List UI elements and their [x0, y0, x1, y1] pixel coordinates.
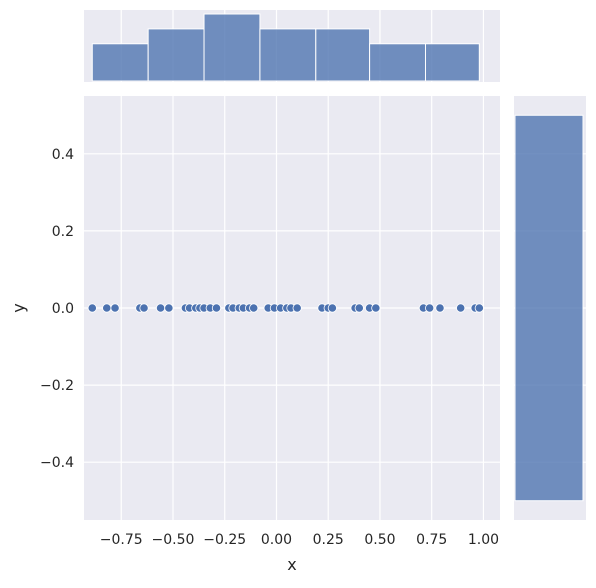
top-histogram-bar [147, 28, 205, 82]
top-marginal-panel [84, 10, 500, 82]
y-tick-label: −0.4 [40, 455, 74, 471]
y-tick-label: 0.2 [52, 224, 74, 240]
scatter-point [425, 303, 435, 313]
top-histogram-bar [424, 43, 480, 82]
right-marginal-bars [514, 114, 584, 502]
y-tick-label: −0.2 [40, 378, 74, 394]
top-histogram-bar [315, 28, 371, 82]
x-tick-label: 0.75 [416, 532, 447, 548]
scatter-points [87, 303, 484, 313]
top-histogram-bar [369, 43, 426, 82]
scatter-point [102, 303, 112, 313]
x-tick-label: −0.25 [203, 532, 246, 548]
scatter-point [87, 303, 97, 313]
y-tick-label: 0.4 [52, 147, 74, 163]
scatter-point [327, 303, 337, 313]
x-tick-label: 1.00 [468, 532, 499, 548]
x-tick-label: 0.50 [364, 532, 395, 548]
right-histogram-bar [514, 114, 584, 502]
x-tick-label: −0.50 [152, 532, 195, 548]
scatter-point [139, 303, 149, 313]
top-histogram-bar [259, 28, 317, 82]
top-histogram-bar [91, 43, 149, 82]
y-tick-labels: 0.4 0.2 0.0 −0.2 −0.4 [40, 147, 74, 471]
scatter-point [474, 303, 484, 313]
scatter-point [110, 303, 120, 313]
x-tick-label: 0.25 [313, 532, 344, 548]
scatter-point [292, 303, 302, 313]
x-tick-label: −0.75 [100, 532, 143, 548]
scatter-point [164, 303, 174, 313]
x-tick-label: 0.00 [261, 532, 292, 548]
scatter-point [354, 303, 364, 313]
scatter-point [249, 303, 259, 313]
scatter-point [435, 303, 445, 313]
scatter-point [155, 303, 166, 313]
scatter-point [456, 303, 466, 313]
top-histogram-bar [203, 13, 261, 82]
y-axis-label: y [9, 303, 28, 312]
top-marginal-bars [91, 13, 480, 82]
x-tick-labels: −0.75 −0.50 −0.25 0.00 0.25 0.50 0.75 1.00 [100, 532, 499, 548]
right-marginal-panel [514, 96, 586, 520]
y-tick-label: 0.0 [52, 301, 74, 317]
main-panel: −0.75 −0.50 −0.25 0.00 0.25 0.50 0.75 1.00 0.40… [9, 96, 500, 574]
x-axis-label: x [287, 555, 296, 574]
scatter-point [371, 303, 381, 313]
scatter-point [211, 303, 222, 313]
